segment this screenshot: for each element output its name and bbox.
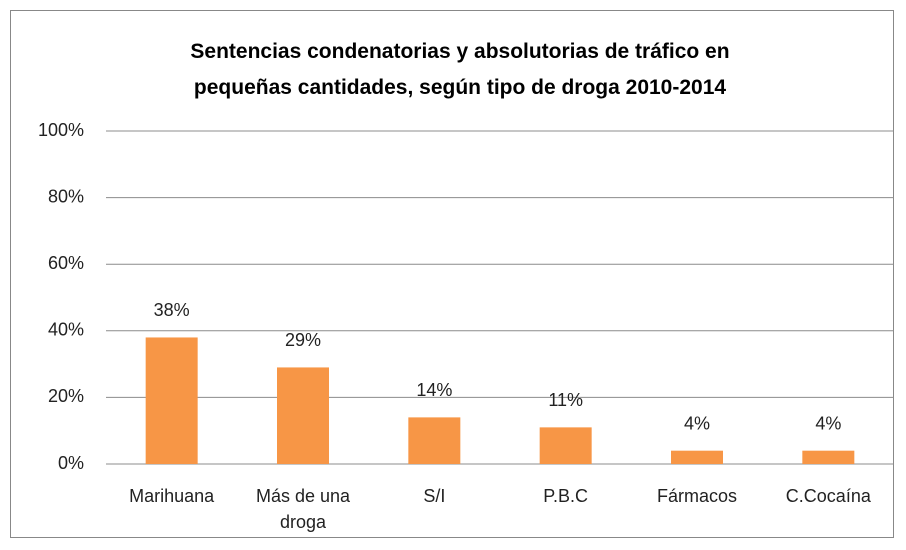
x-tick-label: Marihuana	[129, 486, 215, 506]
bar	[671, 450, 723, 464]
bar	[539, 427, 592, 464]
chart-frame	[10, 10, 894, 538]
x-tick-label: Fármacos	[656, 486, 737, 506]
x-tick-label: S/I	[423, 486, 446, 506]
x-tick-label: Más de una droga	[255, 486, 351, 532]
bar	[277, 367, 329, 464]
data-label: 29%	[285, 330, 321, 350]
bar	[145, 337, 198, 464]
chart-title: Sentencias condenatorias y absolutorias …	[190, 40, 730, 99]
x-tick-label: C.Cocaína	[785, 486, 871, 506]
data-label: 4%	[684, 413, 710, 433]
y-tick-label: 20%	[48, 386, 84, 406]
data-label: 11%	[548, 390, 583, 410]
y-tick-label: 100%	[38, 120, 84, 140]
data-label: 4%	[815, 413, 841, 433]
y-tick-label: 60%	[48, 253, 84, 273]
data-label: 38%	[154, 300, 190, 320]
y-tick-label: 40%	[48, 320, 84, 340]
y-tick-label: 0%	[58, 453, 84, 473]
bar	[408, 417, 461, 464]
bar	[802, 450, 855, 464]
data-label: 14%	[416, 380, 452, 400]
y-tick-label: 80%	[48, 186, 84, 206]
x-tick-label: P.B.C	[543, 486, 588, 506]
